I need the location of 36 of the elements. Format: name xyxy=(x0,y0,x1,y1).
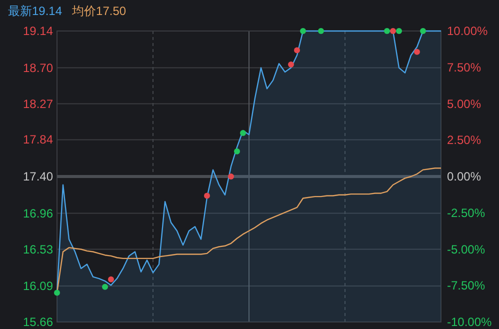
point xyxy=(396,28,402,34)
y2-tick-label: -5.00% xyxy=(447,242,486,256)
y2-tick-label: -10.00% xyxy=(447,315,492,329)
y2-tick-label: 2.50% xyxy=(447,133,482,148)
point xyxy=(294,47,300,54)
point xyxy=(54,290,60,296)
y-tick-label: 16.09 xyxy=(22,279,54,294)
point xyxy=(228,174,234,180)
y-tick-label: 18.27 xyxy=(22,96,54,111)
point xyxy=(204,192,210,199)
y-tick-label: 19.14 xyxy=(22,24,54,38)
point xyxy=(414,48,420,55)
point xyxy=(288,61,294,68)
y2-tick-label: 5.00% xyxy=(447,96,482,111)
chart-title: 最新19.14 xyxy=(8,4,62,18)
point xyxy=(384,28,390,34)
point xyxy=(420,28,426,34)
y2-tick-label: 10.00% xyxy=(447,24,488,38)
y-tick-label: 17.40 xyxy=(22,170,54,184)
y-tick-label: 18.70 xyxy=(22,60,54,75)
point xyxy=(300,28,306,34)
point xyxy=(390,28,396,34)
point xyxy=(240,130,246,136)
y2-tick-label: -7.50% xyxy=(447,278,486,293)
point xyxy=(318,28,324,34)
y2-tick-label: 0.00% xyxy=(447,170,482,184)
y2-tick-label: -2.50% xyxy=(447,206,486,220)
y-tick-label: 16.96 xyxy=(22,206,54,220)
point xyxy=(102,284,108,290)
y2-tick-label: 7.50% xyxy=(447,60,482,74)
chart-subtitle: 均价17.50 xyxy=(71,4,126,18)
y-tick-label: 16.53 xyxy=(22,242,54,256)
y-tick-label: 17.84 xyxy=(22,132,54,147)
y-tick-label: 15.66 xyxy=(22,315,54,329)
point xyxy=(108,276,114,282)
point xyxy=(234,148,240,154)
